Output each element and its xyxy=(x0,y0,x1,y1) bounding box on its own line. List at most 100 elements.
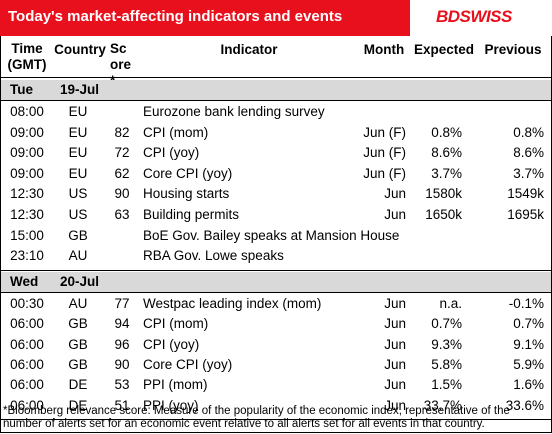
cell: DE xyxy=(68,397,88,413)
cell: CPI (yoy) xyxy=(143,336,200,352)
footnote: *Bloomberg relevance score: Measure of t… xyxy=(3,405,510,430)
cell: 1580k xyxy=(425,186,462,202)
cell: 5.9% xyxy=(513,357,544,372)
date: 20-Jul xyxy=(60,273,100,289)
cell: Building permits xyxy=(143,207,240,222)
cell: 33.7% xyxy=(423,397,462,413)
column-header: Month xyxy=(363,42,405,57)
cell: EU xyxy=(68,104,88,119)
cell: Jun xyxy=(384,336,406,352)
cell: 09:00 xyxy=(10,145,44,161)
cell: 94 xyxy=(114,316,130,332)
cell: 8.6% xyxy=(431,145,462,161)
rule xyxy=(0,77,552,78)
cell: 1650k xyxy=(425,207,462,222)
cell: EU xyxy=(68,124,88,140)
cell: 1.5% xyxy=(431,377,462,393)
cell: US xyxy=(68,186,88,202)
cell: 82 xyxy=(114,124,130,140)
cell: Jun xyxy=(384,397,406,413)
cell: Jun xyxy=(384,377,406,393)
cell: n.a. xyxy=(439,295,462,311)
cell: 72 xyxy=(114,145,130,161)
cell: 06:00 xyxy=(10,316,44,332)
cell: DE xyxy=(68,377,88,393)
cell: Jun xyxy=(384,316,406,332)
rule xyxy=(0,100,552,101)
cell: RBA Gov. Lowe speaks xyxy=(143,248,284,264)
cell: 0.7% xyxy=(513,316,544,332)
cell: CPI (mom) xyxy=(143,124,209,140)
cell: GB xyxy=(68,336,88,352)
cell: EU xyxy=(68,165,88,181)
cell: 77 xyxy=(114,295,130,311)
column-header: Score* xyxy=(110,41,132,88)
cell: 06:00 xyxy=(10,397,44,413)
title: Today's market-affecting indicators and … xyxy=(8,8,343,25)
cell: 06:00 xyxy=(10,377,44,393)
cell: Jun xyxy=(384,295,406,311)
cell: 3.7% xyxy=(431,165,462,181)
column-header: Time (GMT) xyxy=(7,41,47,72)
column-header: Previous xyxy=(484,42,542,57)
cell: Jun xyxy=(384,186,406,202)
cell: 1.6% xyxy=(513,377,544,393)
cell: Jun (F) xyxy=(363,124,406,140)
cell: AU xyxy=(68,248,88,264)
cell: AU xyxy=(68,295,88,311)
section-band xyxy=(1,271,551,292)
cell: Jun (F) xyxy=(363,165,406,181)
cell: 0.8% xyxy=(431,124,462,140)
cell: PPI (yoy) xyxy=(143,397,199,413)
cell: 09:00 xyxy=(10,165,44,181)
cell: Jun xyxy=(384,357,406,372)
cell: GB xyxy=(68,357,88,372)
column-header: Expected xyxy=(413,42,475,57)
cell: Jun (F) xyxy=(363,145,406,161)
day: Tue xyxy=(10,82,33,97)
section-band xyxy=(1,80,551,100)
cell: 96 xyxy=(114,336,130,352)
cell: 53 xyxy=(114,377,130,393)
cell: Core CPI (yoy) xyxy=(143,357,233,372)
cell: 15:00 xyxy=(10,227,44,243)
cell: 51 xyxy=(114,397,130,413)
cell: 33.6% xyxy=(505,397,544,413)
rule xyxy=(0,419,552,421)
cell: 9.3% xyxy=(431,336,462,352)
cell: GB xyxy=(68,227,88,243)
cell: CPI (mom) xyxy=(143,316,209,332)
cell: CPI (yoy) xyxy=(143,145,200,161)
cell: Housing starts xyxy=(143,186,230,202)
cell: 8.6% xyxy=(513,145,544,161)
cell: 06:00 xyxy=(10,336,44,352)
column-header: Country xyxy=(54,42,106,57)
cell: BoE Gov. Bailey speaks at Mansion House xyxy=(143,227,400,243)
cell: 12:30 xyxy=(10,207,44,222)
title-bar xyxy=(0,0,410,36)
cell: Jun xyxy=(384,207,406,222)
cell: 1549k xyxy=(507,186,544,202)
cell: 62 xyxy=(114,165,130,181)
cell: -0.1% xyxy=(508,295,544,311)
cell: 1695k xyxy=(507,207,544,222)
cell: PPI (mom) xyxy=(143,377,208,393)
cell: 3.7% xyxy=(513,165,544,181)
cell: US xyxy=(68,207,88,222)
date: 19-Jul xyxy=(60,82,100,97)
rule xyxy=(0,291,552,293)
column-header: Indicator xyxy=(220,42,278,57)
cell: EU xyxy=(68,145,88,161)
cell: 06:00 xyxy=(10,357,44,372)
cell: 00:30 xyxy=(10,295,44,311)
cell: 90 xyxy=(114,186,130,202)
cell: 9.1% xyxy=(513,336,544,352)
day: Wed xyxy=(10,273,39,289)
cell: GB xyxy=(68,316,88,332)
cell: 90 xyxy=(114,357,130,372)
cell: Westpac leading index (mom) xyxy=(143,295,322,311)
cell: 5.8% xyxy=(431,357,462,372)
cell: 08:00 xyxy=(10,104,44,119)
cell: Core CPI (yoy) xyxy=(143,165,233,181)
